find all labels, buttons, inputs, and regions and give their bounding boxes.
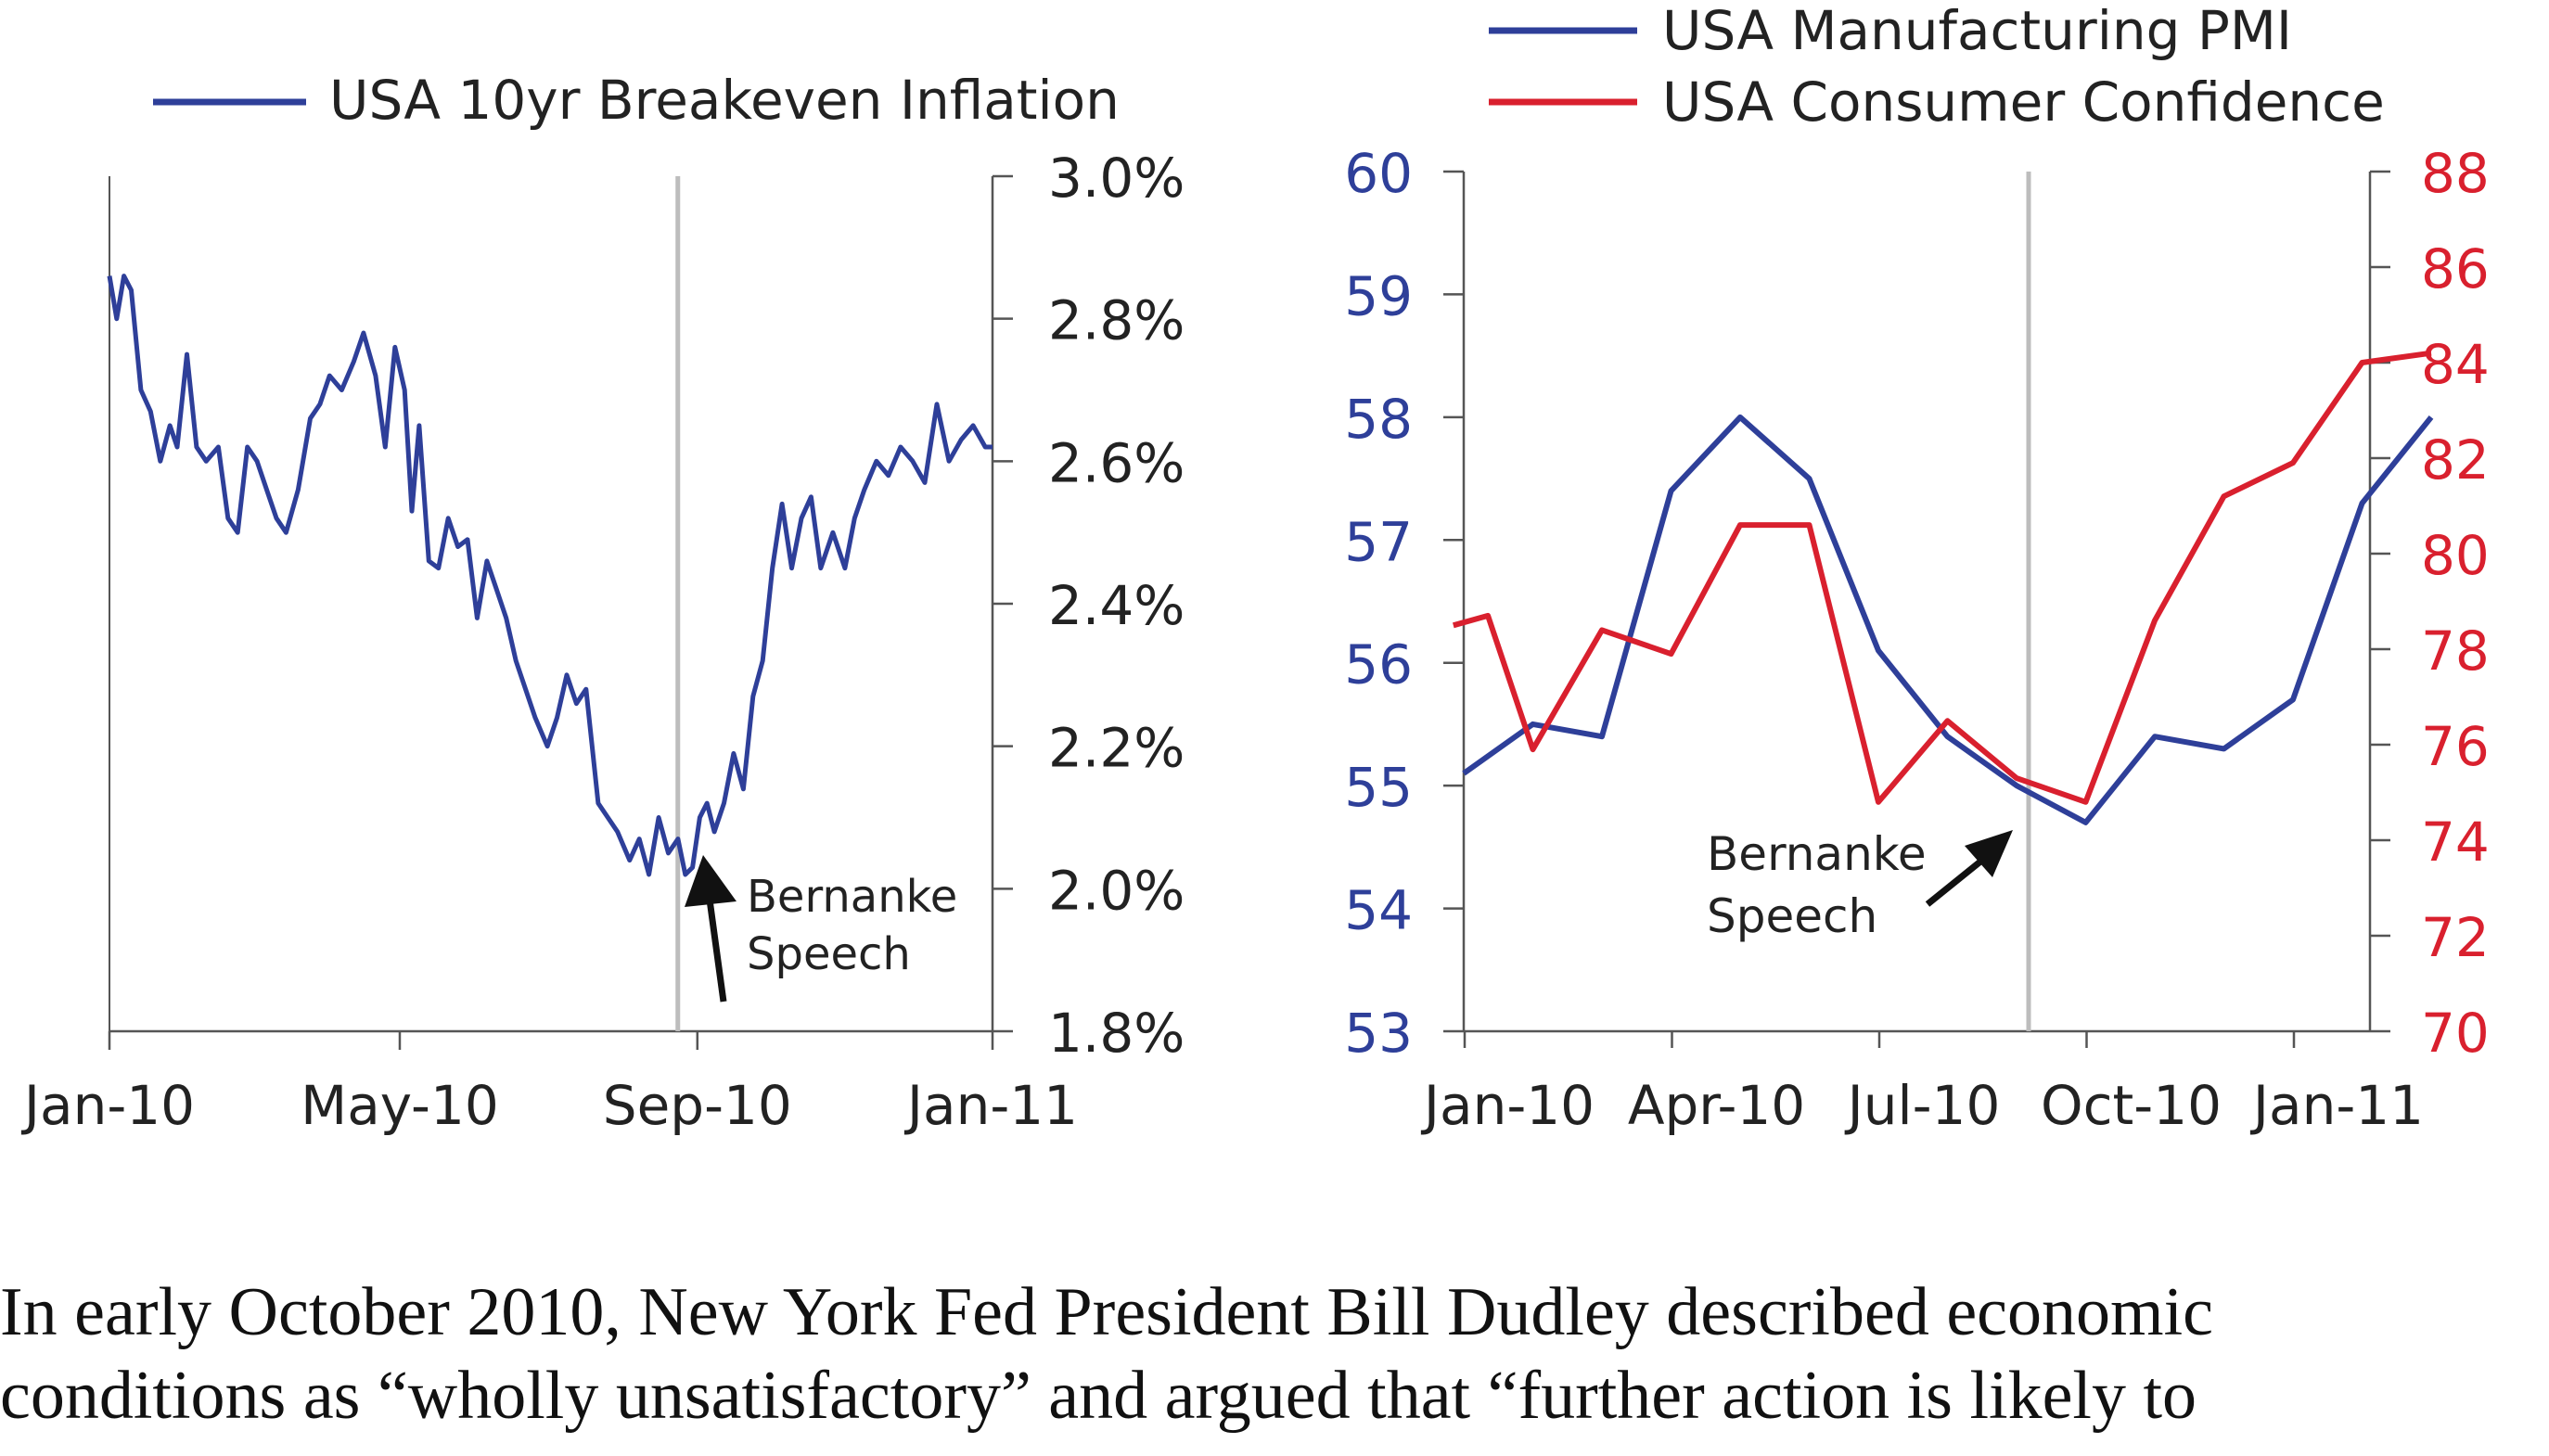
figure: 1.8% 2.0% 2.2% 2.4% 2.6% 2.8% 3.0% Jan-10 May-10… (21, 0, 2490, 1137)
y-tick-label: 2.4% (1048, 574, 1185, 637)
x-tick-label: Oct-10 (2041, 1074, 2222, 1137)
annotation-arrowhead (685, 855, 737, 907)
pmi-consumer-confidence-chart: 53 54 55 56 57 58 59 60 70 72 74 76 78 80 82 84 86 88 Jan-… (1344, 0, 2490, 1137)
left-y-tick-label: 58 (1344, 388, 1413, 451)
annotation-arrowhead (1965, 830, 2013, 877)
left-y-tick-label: 59 (1344, 264, 1413, 327)
right-y-tick-label: 78 (2421, 619, 2490, 683)
caption-line-1: In early October 2010, New York Fed Pres… (0, 1274, 2213, 1350)
x-tick-label: Jan-11 (904, 1074, 1078, 1137)
x-tick-label: Sep-10 (603, 1074, 792, 1137)
annotation-arrow-shaft (1925, 855, 1988, 907)
x-tick-label: May-10 (301, 1074, 499, 1137)
x-tick-label: Apr-10 (1628, 1074, 1805, 1137)
consumer-confidence-series-line (1452, 350, 2432, 805)
right-y-tick-label: 80 (2421, 524, 2490, 587)
breakeven-inflation-series-line (107, 274, 993, 877)
y-tick-label: 1.8% (1048, 1002, 1185, 1065)
annotation-label: Bernanke (1707, 827, 1927, 881)
left-y-tick-label: 55 (1344, 756, 1413, 819)
y-tick-label: 3.0% (1048, 147, 1185, 210)
right-y-tick-label: 88 (2421, 142, 2490, 205)
right-y-tick-label: 74 (2421, 811, 2490, 874)
right-y-tick-label: 76 (2421, 715, 2490, 778)
right-y-tick-label: 70 (2421, 1002, 2490, 1065)
x-tick-label: Jan-10 (1421, 1074, 1595, 1137)
x-tick-label: Jan-10 (21, 1074, 195, 1137)
breakeven-inflation-chart: 1.8% 2.0% 2.2% 2.4% 2.6% 2.8% 3.0% Jan-10 May-10… (21, 69, 1185, 1137)
annotation-label: Speech (1707, 889, 1877, 943)
annotation-arrow-shaft (706, 899, 727, 1003)
legend-label-breakeven: USA 10yr Breakeven Inflation (329, 69, 1120, 132)
caption-line-2: conditions as “wholly unsatisfactory” an… (0, 1358, 2197, 1434)
x-tick-label: Jan-11 (2250, 1074, 2424, 1137)
right-y-tick-label: 84 (2421, 333, 2490, 396)
right-y-tick-label: 72 (2421, 906, 2490, 969)
x-tick-label: Jul-10 (1845, 1074, 2001, 1137)
legend-label-consumer-confidence: USA Consumer Confidence (1662, 70, 2385, 134)
annotation-label: Speech (747, 928, 911, 980)
left-y-tick-label: 56 (1344, 633, 1413, 696)
pmi-series-line (1462, 414, 2434, 825)
y-tick-label: 2.2% (1048, 717, 1185, 780)
caption: In early October 2010, New York Fed Pres… (0, 1271, 2549, 1437)
right-y-tick-label: 82 (2421, 428, 2490, 492)
y-tick-label: 2.0% (1048, 859, 1185, 922)
legend-label-pmi: USA Manufacturing PMI (1662, 0, 2292, 62)
left-y-tick-label: 57 (1344, 510, 1413, 573)
annotation-label: Bernanke (747, 871, 957, 923)
left-y-tick-label: 60 (1344, 142, 1413, 205)
y-tick-label: 2.6% (1048, 431, 1185, 494)
left-y-tick-label: 54 (1344, 879, 1413, 942)
left-y-tick-label: 53 (1344, 1002, 1413, 1065)
y-tick-label: 2.8% (1048, 289, 1185, 352)
right-y-tick-label: 86 (2421, 237, 2490, 300)
